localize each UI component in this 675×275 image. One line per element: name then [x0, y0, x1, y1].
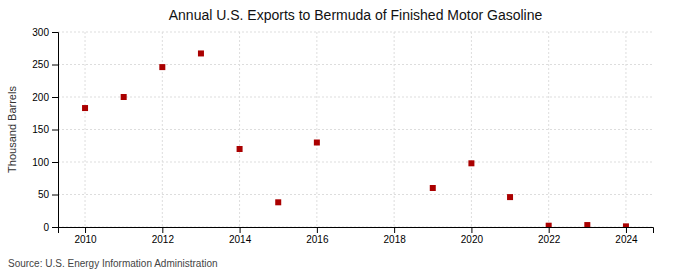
tick-label: 2016 [306, 234, 329, 245]
tick: 200 [32, 92, 58, 103]
tick-label: 2012 [152, 234, 175, 245]
tick-label: 2020 [461, 234, 484, 245]
tick-label: 200 [32, 92, 49, 103]
grid-line-x [316, 32, 317, 227]
point [584, 222, 590, 227]
tick: 2020 [461, 227, 484, 245]
point [430, 185, 436, 191]
point [82, 105, 88, 111]
tick: 2014 [229, 227, 252, 245]
point [121, 94, 127, 100]
tick-label: 0 [43, 222, 49, 233]
tick-label: 2010 [74, 234, 97, 245]
tick-mark [52, 130, 58, 131]
tick: 300 [32, 27, 58, 38]
tick-mark [52, 195, 58, 196]
tick: 2010 [74, 227, 97, 245]
title: Annual U.S. Exports to Bermuda of Finish… [169, 7, 543, 23]
tick-mark [52, 162, 58, 163]
tick-mark [240, 227, 241, 233]
tick-label: 2014 [229, 234, 252, 245]
y-axis-label: Thousand Barrels [6, 86, 18, 173]
tick-mark [394, 227, 395, 233]
tick: 0 [43, 222, 58, 233]
tick: 2022 [538, 227, 561, 245]
y-axis: 0 50 100 150 200 250 300 [32, 27, 58, 233]
point [468, 160, 474, 166]
axis-line [52, 33, 59, 228]
point [275, 199, 281, 205]
point [623, 223, 629, 227]
points [82, 50, 629, 227]
tick-mark [52, 32, 58, 33]
tick-mark [52, 97, 58, 98]
grid-line-y [58, 64, 653, 65]
x-axis: 2010 2012 2014 2016 2018 2020 2022 2024 [59, 227, 654, 245]
point [237, 146, 243, 152]
grid-line-y [58, 162, 653, 163]
tick-label: 150 [32, 124, 49, 135]
grid-line-x [625, 32, 626, 227]
tick-label: 300 [32, 27, 49, 38]
point [314, 140, 320, 146]
tick: 100 [32, 157, 58, 168]
grid-line-x [85, 32, 86, 227]
grid [58, 32, 653, 227]
tick: 2024 [615, 227, 638, 245]
grid-line-x [471, 32, 472, 227]
grid-line-x [239, 32, 240, 227]
tick: 2012 [152, 227, 175, 245]
tick-label: 50 [38, 189, 50, 200]
tick-mark [549, 227, 550, 233]
tick-mark [85, 227, 86, 233]
grid-line-y [58, 129, 653, 130]
grid-line-x [548, 32, 549, 227]
tick-label: 250 [32, 59, 49, 70]
annotation: Source: U.S. Energy Information Administ… [8, 258, 218, 269]
chart: 2010 2012 2014 2016 2018 2020 2022 2024 0 50 100 15… [0, 0, 675, 275]
tick-label: 2018 [384, 234, 407, 245]
grid-line-y [58, 97, 653, 98]
grid-line-y [58, 32, 653, 33]
tick-mark [52, 65, 58, 66]
tick: 150 [32, 124, 58, 135]
tick-label: 100 [32, 157, 49, 168]
axis-line [59, 228, 654, 234]
tick-mark [626, 227, 627, 233]
tick-label: 2024 [615, 234, 638, 245]
tick: 50 [38, 189, 58, 200]
tick-mark [317, 227, 318, 233]
tick-mark [471, 227, 472, 233]
point [546, 223, 552, 227]
tick: 2016 [306, 227, 329, 245]
plot-area: 2010 2012 2014 2016 2018 2020 2022 2024 0 50 100 15… [32, 27, 653, 245]
tick: 2018 [384, 227, 407, 245]
grid-line-x [394, 32, 395, 227]
grid-line-x [162, 32, 163, 227]
tick-mark [162, 227, 163, 233]
point [507, 194, 513, 200]
tick-label: 2022 [538, 234, 561, 245]
tick: 250 [32, 59, 58, 70]
point [159, 64, 165, 70]
point [198, 50, 204, 56]
tick-mark [52, 227, 58, 228]
grid-line-y [58, 194, 653, 195]
